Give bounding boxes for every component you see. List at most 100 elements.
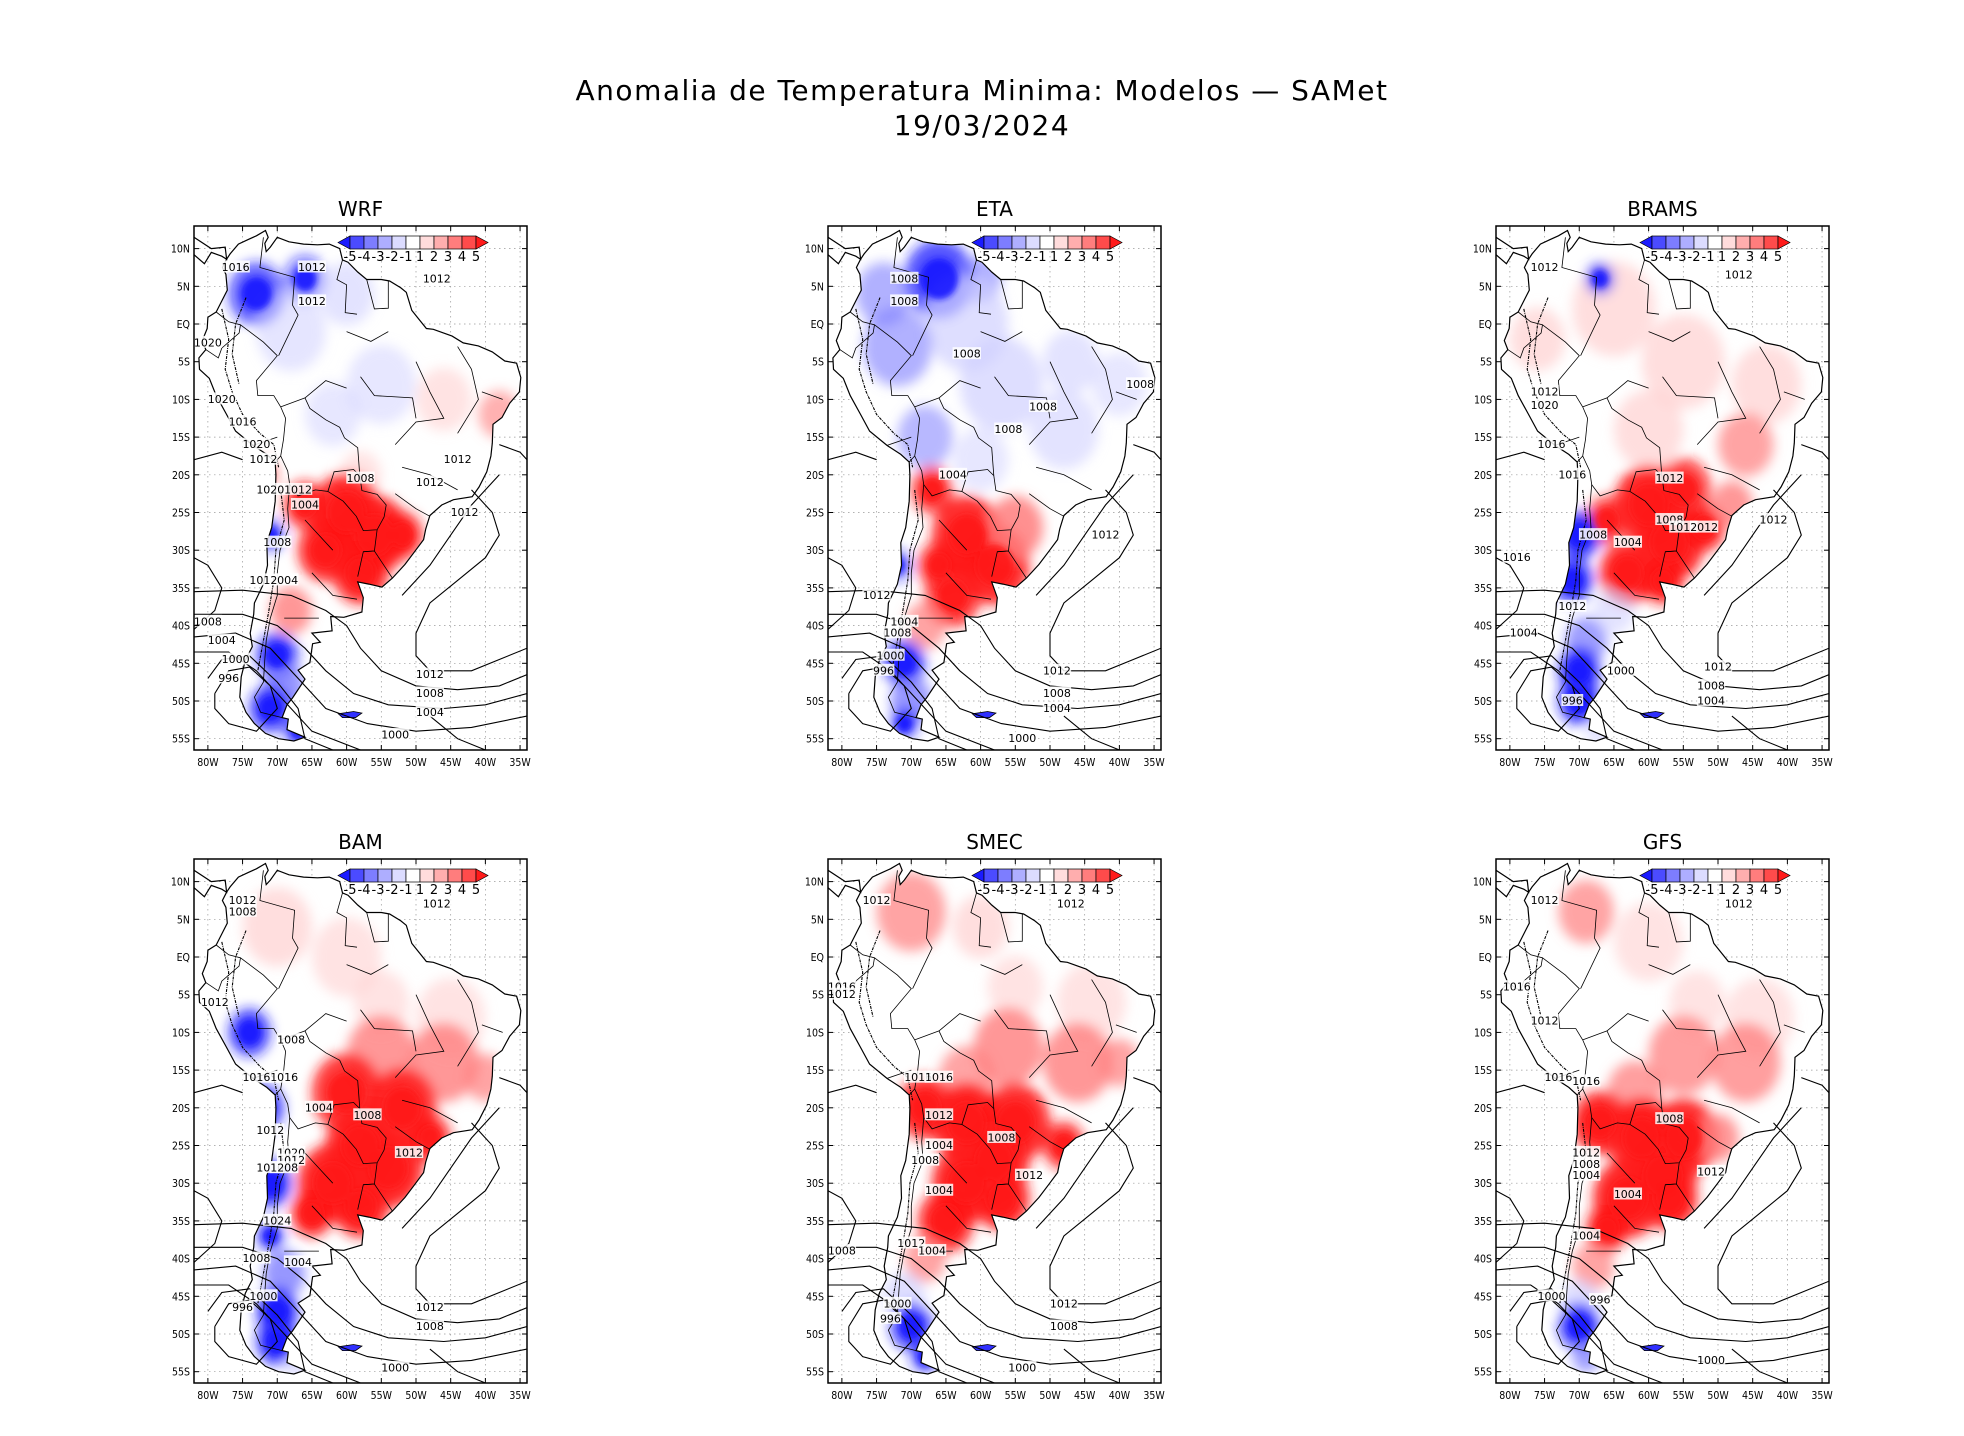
colorbar-label: -4	[992, 250, 1005, 265]
anomaly-core	[241, 277, 272, 311]
isobar-label-bg	[994, 422, 1023, 435]
lon-tick-label: 50W	[405, 1390, 427, 1402]
lon-tick-label: 60W	[970, 1390, 992, 1402]
border-line	[259, 870, 299, 989]
topography-contour	[1533, 297, 1549, 385]
lat-tick-label: EQ	[1479, 319, 1492, 331]
colorbar-arrow-left	[337, 868, 351, 883]
border-line	[280, 455, 361, 497]
lon-tick-label: 75W	[866, 1390, 888, 1402]
anomaly-blob	[883, 549, 912, 582]
anomaly-core	[390, 522, 414, 548]
colorbar-label: 3	[1078, 883, 1086, 898]
isobar-label-bg	[1571, 1157, 1601, 1170]
lat-tick-label: 45S	[1474, 658, 1492, 670]
isobar-line	[1133, 1077, 1161, 1094]
isobar-line	[429, 715, 486, 750]
isobar-label: 1012	[416, 476, 444, 489]
anomaly-blob	[311, 917, 382, 997]
colorbar-label: -2	[386, 250, 399, 265]
anomaly-blob	[911, 1340, 939, 1373]
lon-tick-label: 35W	[1143, 1390, 1165, 1402]
lon-tick-label: 50W	[1039, 1390, 1061, 1402]
anomaly-blob	[959, 336, 1044, 432]
colorbar-label: 5	[1774, 250, 1782, 265]
lon-tick-label: 70W	[1569, 757, 1591, 769]
isobar-label-bg	[910, 1153, 940, 1166]
topography-contour	[855, 308, 914, 468]
anomaly-blob	[1098, 1038, 1141, 1087]
colorbar-label: 3	[444, 883, 452, 898]
lat-tick-label: 50S	[172, 1329, 190, 1341]
isobar-line	[1049, 489, 1161, 672]
isobar-label-bg	[1606, 663, 1636, 676]
colorbar-arrow-left	[971, 868, 985, 883]
colorbar-swatch	[983, 235, 999, 250]
border-line	[360, 376, 417, 419]
border-line	[1668, 279, 1691, 310]
colorbar-label: -3	[1674, 250, 1687, 265]
anomaly-blob	[987, 955, 1044, 1019]
isobar-label-bg	[228, 904, 257, 917]
border-line	[401, 466, 458, 491]
border-line	[886, 436, 912, 446]
colorbar-label: -5	[1646, 883, 1659, 898]
isobar-label: 1004	[416, 706, 444, 719]
isobar-label-bg	[380, 1360, 410, 1373]
isobar-label-bg	[228, 415, 257, 428]
colorbar-label: -4	[1660, 883, 1673, 898]
colorbar-swatch	[391, 235, 407, 250]
lat-tick-label: 10N	[171, 244, 190, 256]
isobar-label: 1004	[1614, 536, 1642, 549]
border-line	[336, 892, 358, 948]
isobar-line	[828, 1265, 1161, 1365]
isobar-line	[828, 557, 857, 630]
anomaly-core	[341, 1124, 380, 1167]
lon-tick-label: 50W	[1707, 1390, 1729, 1402]
panel-frame	[1495, 225, 1830, 751]
isobar-line	[194, 1222, 527, 1324]
isobar-label-bg	[1056, 897, 1086, 910]
isobar-label: 1012	[863, 589, 891, 602]
isobar-label-bg	[1571, 1074, 1601, 1087]
border-line	[1638, 259, 1660, 315]
isobar-label-bg	[283, 1255, 313, 1268]
lat-tick-label: 10S	[1474, 394, 1492, 406]
colorbar-label: -1	[1702, 250, 1715, 265]
isobar-label: 1012	[1531, 385, 1559, 398]
anomaly-blob	[353, 970, 410, 1034]
isobar-label-bg	[249, 452, 278, 465]
isobar-label: 1012	[925, 1109, 953, 1122]
lat-tick-label: 10N	[805, 877, 824, 889]
lat-tick-label: 20S	[1474, 470, 1492, 482]
lat-tick-label: 30S	[806, 1178, 824, 1190]
lat-tick-label: 55S	[172, 734, 190, 746]
isobar-label: 1008	[416, 687, 444, 700]
isobar-line	[1509, 655, 1636, 750]
border-line	[1555, 484, 1593, 718]
anomaly-blob	[952, 428, 1009, 492]
isobar-line	[848, 1299, 912, 1365]
isobar-label: 1004	[284, 1256, 312, 1269]
isobar-line	[828, 1246, 1161, 1343]
colorbar-label: -2	[1020, 883, 1033, 898]
colorbar-label: -3	[372, 883, 385, 898]
lat-tick-label: 55S	[1474, 734, 1492, 746]
isobar-label-bg	[394, 1146, 424, 1159]
colorbar-label: -2	[386, 883, 399, 898]
anomaly-core	[927, 552, 951, 578]
lon-tick-label: 45W	[1074, 757, 1096, 769]
colorbar-swatch	[447, 235, 463, 250]
isobar-label: 1004	[1572, 1229, 1600, 1242]
isobar-label-bg	[1502, 980, 1532, 993]
lat-tick-label: 15S	[1474, 1065, 1492, 1077]
colorbar-label: 2	[1064, 250, 1072, 265]
colorbar-label: 5	[1106, 883, 1114, 898]
colorbar-swatch	[461, 868, 477, 883]
isobar-label-bg	[917, 1244, 947, 1257]
border-line	[1115, 391, 1137, 400]
isobar-line	[828, 589, 1161, 691]
colorbar: -5 -4 -3 -2 -1 1 2 3 4 5	[337, 235, 489, 265]
lon-tick-label: 65W	[1603, 757, 1625, 769]
